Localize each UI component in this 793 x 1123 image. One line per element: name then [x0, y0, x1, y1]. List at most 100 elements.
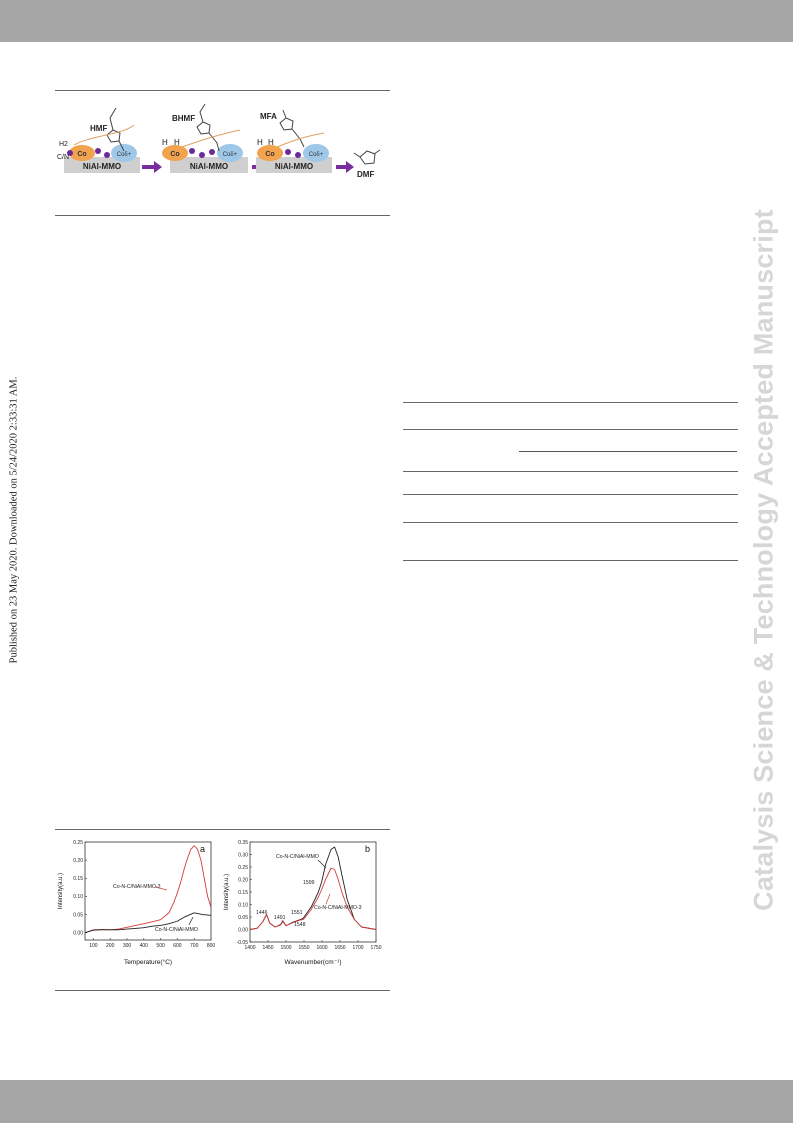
bond-curve-3	[276, 132, 325, 148]
n-dot	[285, 149, 291, 155]
x-tick-label-a: 500	[156, 943, 165, 949]
molecule-dmf: DMF	[357, 170, 374, 179]
n-dot	[104, 152, 110, 158]
table-rule	[403, 522, 738, 523]
co-label-1: Co	[77, 151, 86, 158]
co-delta-site-1	[111, 144, 137, 162]
series-line-b-1	[249, 867, 377, 930]
arrow-3	[336, 161, 354, 173]
annotation-b-1548: 1548	[294, 922, 306, 928]
x-tick-label-b: 1500	[280, 945, 291, 951]
annotation-b-1491: 1491	[274, 915, 286, 921]
y-tick-label-b: 0.20	[238, 877, 248, 883]
chart-b: 1400 1450 1500 1550 1600 1650 1700 1750 -0.05 0.0…	[224, 840, 382, 966]
cn-label: C/N	[57, 154, 69, 161]
co-label-2: Co	[170, 151, 179, 158]
h-label: H	[268, 138, 274, 147]
bond-curve-1	[73, 124, 135, 146]
n-dot	[199, 152, 205, 158]
n-dot	[209, 149, 215, 155]
n-dot	[67, 150, 73, 156]
annotation-a-red: Co-N-C/NiAl-MMO-3	[113, 884, 161, 890]
h-label: H	[162, 138, 168, 147]
annotation-b-black: Co-N-C/NiAl-MMO	[276, 854, 319, 860]
h-label: H	[257, 138, 263, 147]
figure-top-rule	[55, 829, 390, 830]
y-tick-label-b: 0.05	[238, 915, 248, 921]
support-label-2: NiAl-MMO	[190, 162, 228, 171]
dmf-structure	[353, 149, 381, 165]
n-dot	[189, 148, 195, 154]
y-tick-label-b: 0.25	[238, 865, 248, 871]
y-tick-label-a: 0.05	[73, 912, 83, 918]
x-tick-label-b: 1550	[298, 945, 309, 951]
header-bar	[0, 0, 793, 42]
bhmf-structure	[196, 103, 220, 152]
x-tick-label-b: 1450	[262, 945, 273, 951]
panel-label-b: b	[365, 844, 370, 854]
co-label-3: Co	[265, 151, 274, 158]
x-tick-label-b: 1400	[244, 945, 255, 951]
co-site-1	[69, 145, 95, 161]
n-dot	[295, 152, 301, 158]
co-delta-site-2	[217, 144, 243, 162]
x-tick-label-a: 300	[123, 943, 132, 949]
y-tick-label-a: 0.10	[73, 894, 83, 900]
y-tick-label-a: 0.20	[73, 858, 83, 864]
co-delta-label-3: Coδ+	[309, 152, 324, 158]
co-delta-site-3	[303, 144, 329, 162]
scheme-bottom-rule	[55, 215, 390, 216]
x-tick-label-a: 600	[173, 943, 182, 949]
y-axis-label-b: Intensity(a.u.)	[224, 874, 230, 910]
bond-curve-2	[181, 129, 241, 148]
y-tick-label-b: 0.15	[238, 890, 248, 896]
x-tick-label-a: 100	[89, 943, 98, 949]
x-tick-label-b: 1600	[316, 945, 327, 951]
y-tick-label-b: 0.00	[238, 927, 248, 933]
table-rule	[403, 471, 738, 472]
table-rule-top	[403, 402, 738, 403]
support-label-3: NiAl-MMO	[275, 162, 313, 171]
scheme-top-rule	[55, 90, 390, 91]
table-rule-bottom	[403, 560, 738, 561]
h2-label: H2	[59, 141, 68, 148]
chart-a: 100 200 300 400 500 600 700 800 0.00 0.05 0.10 0.15…	[58, 840, 216, 966]
y-tick-label-a: 0.00	[73, 931, 83, 937]
y-tick-label-b: -0.05	[237, 940, 249, 946]
journal-watermark: Catalysis Science & Technology Accepted …	[748, 209, 779, 911]
x-axis-label-b: Wavenumber(cm⁻¹)	[284, 959, 341, 966]
co-site-2	[162, 145, 188, 161]
molecule-bhmf: BHMF	[172, 114, 195, 123]
series-line-a-0	[84, 845, 212, 934]
annotation-a-black: Co-N-C/NiAl-MMO	[155, 927, 198, 933]
y-axis-label-a: Intensity(a.u.)	[58, 873, 64, 909]
n-dot	[95, 148, 101, 154]
x-axis-label-a: Temperature(°C)	[124, 958, 172, 966]
co-site-3	[257, 145, 283, 161]
table-rule	[403, 429, 738, 430]
co-delta-label-1: Coδ+	[117, 152, 132, 158]
panel-label-a: a	[200, 844, 205, 854]
published-note: Published on 23 May 2020. Downloaded on …	[8, 376, 20, 664]
reaction-scheme: NiAl-MMO Co Coδ+ H2 C/N HMF NiAl-MMO Co …	[57, 103, 381, 179]
x-tick-label-b: 1750	[370, 945, 381, 951]
x-tick-label-a: 400	[140, 943, 149, 949]
footer-bar	[0, 1080, 793, 1123]
series-line-a-1	[84, 912, 212, 934]
x-tick-label-a: 800	[207, 943, 216, 949]
annotation-b-1599: 1599	[303, 880, 315, 886]
co-delta-label-2: Coδ+	[223, 152, 238, 158]
y-tick-label-b: 0.10	[238, 902, 248, 908]
table-subheader-rule	[519, 451, 737, 452]
figure-bottom-rule	[55, 990, 390, 991]
molecule-hmf: HMF	[90, 124, 107, 133]
annotation-a-red-arrow	[154, 886, 168, 891]
annotation-b-black-arrow	[317, 859, 327, 869]
h-label: H	[174, 138, 180, 147]
x-tick-label-a: 700	[190, 943, 199, 949]
y-tick-label-b: 0.30	[238, 852, 248, 858]
x-tick-label-b: 1700	[352, 945, 363, 951]
annotation-b-1551: 1551	[291, 910, 303, 916]
arrow-1	[142, 161, 162, 173]
annotation-a-black-arrow	[188, 916, 194, 926]
